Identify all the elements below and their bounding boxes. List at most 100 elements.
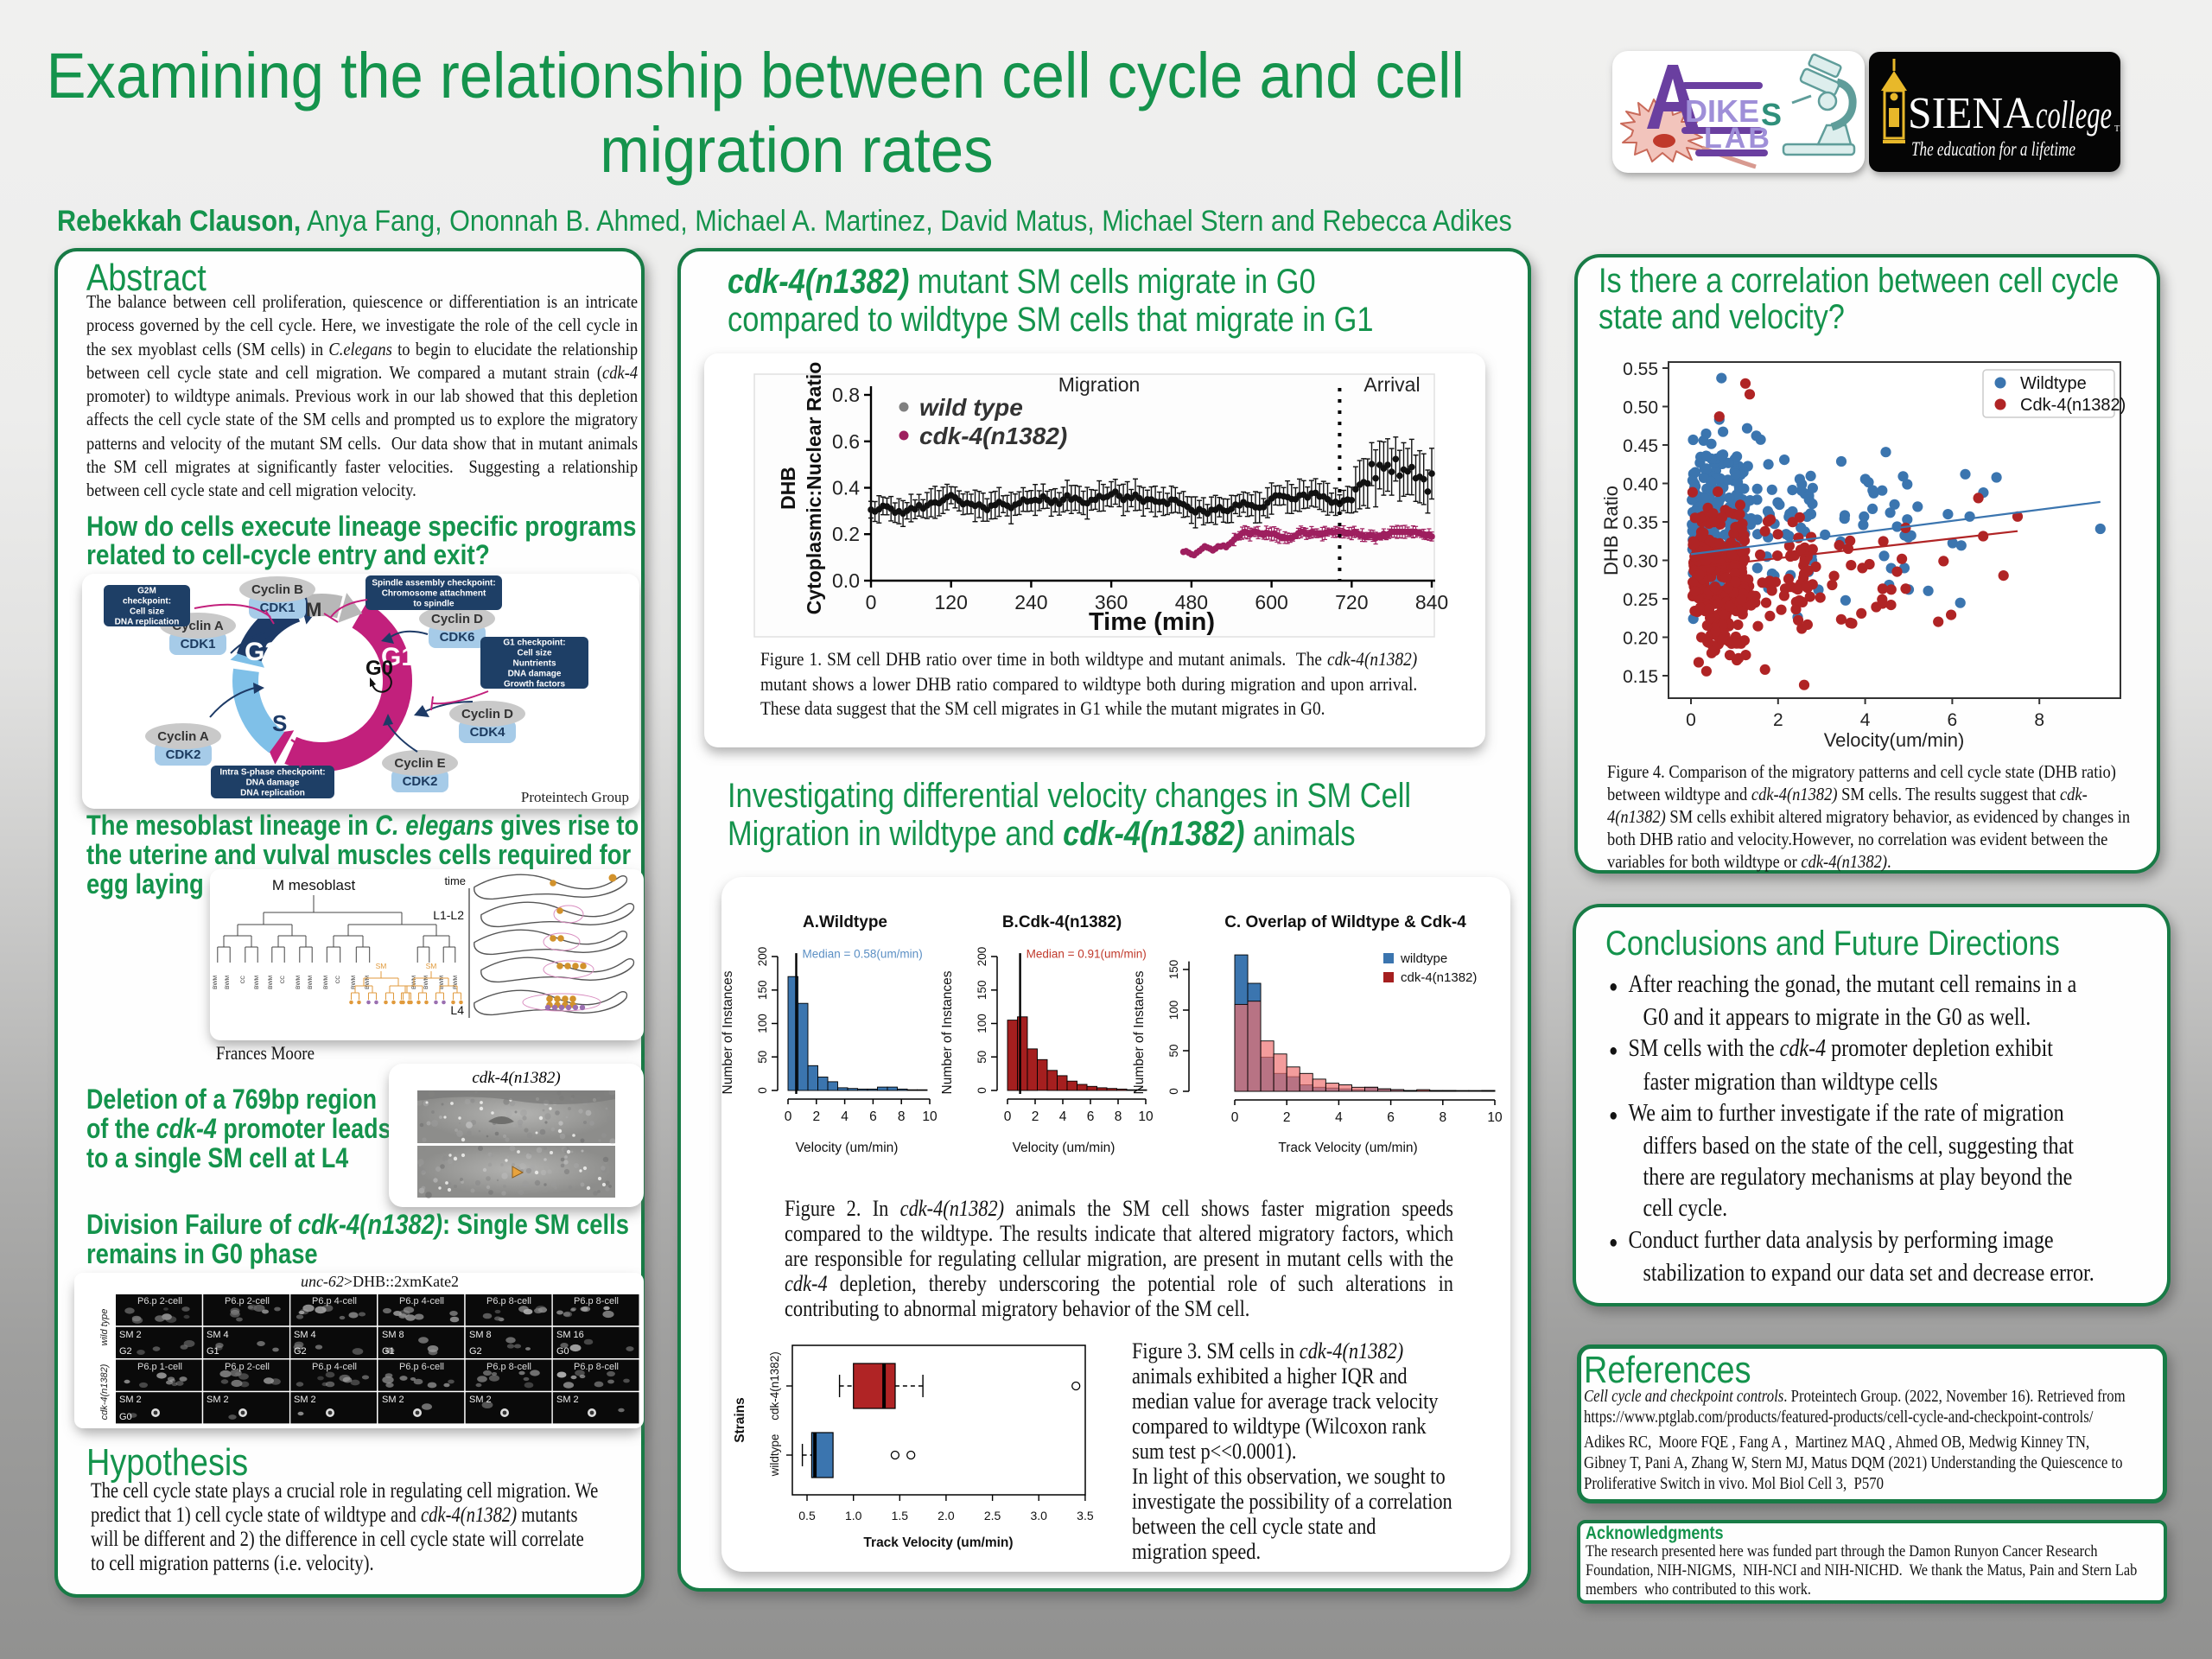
svg-text:cdk-4(n1382): cdk-4(n1382) bbox=[919, 423, 1067, 449]
svg-text:CC: CC bbox=[335, 976, 341, 984]
svg-text:Cdk-4(n1382): Cdk-4(n1382) bbox=[2020, 396, 2126, 415]
svg-text:G2: G2 bbox=[245, 638, 279, 666]
svg-text:840: 840 bbox=[1415, 591, 1448, 613]
svg-text:G0: G0 bbox=[556, 1346, 569, 1357]
svg-text:Number of Instances: Number of Instances bbox=[1132, 970, 1147, 1094]
svg-text:0.6: 0.6 bbox=[832, 430, 860, 453]
svg-text:A.Wildtype: A.Wildtype bbox=[803, 913, 887, 931]
svg-text:BWM: BWM bbox=[308, 976, 314, 989]
svg-text:L1-L2: L1-L2 bbox=[433, 908, 464, 922]
svg-text:BWM: BWM bbox=[213, 976, 219, 989]
svg-text:Median = 0.58(um/min): Median = 0.58(um/min) bbox=[803, 948, 923, 961]
svg-text:120: 120 bbox=[935, 591, 968, 613]
svg-text:240: 240 bbox=[1014, 591, 1047, 613]
svg-text:6: 6 bbox=[1387, 1110, 1395, 1125]
svg-text:BWM: BWM bbox=[453, 976, 459, 989]
svg-text:BWM: BWM bbox=[268, 976, 274, 989]
svg-text:DNA replication: DNA replication bbox=[115, 618, 180, 627]
svg-text:Strains: Strains bbox=[733, 1397, 747, 1443]
svg-text:Arrival: Arrival bbox=[1363, 373, 1420, 396]
svg-text:SM 4: SM 4 bbox=[207, 1330, 229, 1340]
svg-text:CDK1: CDK1 bbox=[260, 601, 296, 615]
svg-text:720: 720 bbox=[1335, 591, 1368, 613]
svg-text:Cyclin D: Cyclin D bbox=[461, 707, 513, 721]
svg-text:SM 16: SM 16 bbox=[556, 1330, 584, 1340]
svg-text:0.20: 0.20 bbox=[1623, 629, 1658, 649]
svg-text:Nuntrients: Nuntrients bbox=[513, 659, 556, 669]
svg-text:P6.p 4-cell: P6.p 4-cell bbox=[399, 1296, 444, 1306]
svg-text:P6.p 2-cell: P6.p 2-cell bbox=[137, 1296, 182, 1306]
svg-text:Cytoplasmic:Nuclear Ratio: Cytoplasmic:Nuclear Ratio bbox=[803, 362, 825, 615]
svg-text:BWM: BWM bbox=[254, 976, 260, 989]
svg-text:G0: G0 bbox=[119, 1412, 132, 1422]
svg-text:C. Overlap of Wildtype & Cdk-4: C. Overlap of Wildtype & Cdk-4 bbox=[1224, 913, 1466, 931]
svg-text:0.35: 0.35 bbox=[1623, 513, 1658, 533]
svg-text:360: 360 bbox=[1095, 591, 1128, 613]
svg-text:college: college bbox=[2036, 92, 2112, 137]
svg-text:Spindle assembly checkpoint:: Spindle assembly checkpoint: bbox=[372, 579, 495, 588]
svg-text:Growth factors: Growth factors bbox=[504, 680, 566, 690]
svg-text:600: 600 bbox=[1255, 591, 1287, 613]
svg-text:SM 2: SM 2 bbox=[119, 1330, 142, 1340]
svg-text:10: 10 bbox=[1138, 1109, 1154, 1124]
svg-text:0.25: 0.25 bbox=[1623, 590, 1658, 610]
svg-text:0.2: 0.2 bbox=[832, 523, 860, 545]
svg-text:P6.p 8-cell: P6.p 8-cell bbox=[486, 1362, 531, 1372]
svg-text:wildtype: wildtype bbox=[768, 1434, 781, 1478]
svg-text:S: S bbox=[272, 710, 287, 736]
svg-text:4: 4 bbox=[1860, 710, 1871, 730]
svg-text:0.8: 0.8 bbox=[832, 384, 860, 406]
svg-text:8: 8 bbox=[898, 1109, 906, 1124]
svg-text:8: 8 bbox=[1115, 1109, 1122, 1124]
svg-text:P6.p 8-cell: P6.p 8-cell bbox=[486, 1296, 531, 1306]
svg-text:to spindle: to spindle bbox=[413, 600, 454, 609]
svg-text:8: 8 bbox=[2034, 710, 2044, 730]
svg-text:BWM: BWM bbox=[365, 976, 371, 989]
svg-text:100: 100 bbox=[976, 1014, 988, 1033]
svg-text:wild type: wild type bbox=[99, 1309, 110, 1346]
svg-text:0: 0 bbox=[976, 1087, 988, 1094]
svg-text:Time (min): Time (min) bbox=[1089, 608, 1215, 636]
svg-text:wildtype: wildtype bbox=[1400, 951, 1447, 966]
svg-text:100: 100 bbox=[756, 1014, 769, 1033]
svg-text:6: 6 bbox=[1948, 710, 1958, 730]
svg-text:Intra S-phase checkpoint:: Intra S-phase checkpoint: bbox=[219, 768, 325, 778]
svg-text:SM: SM bbox=[376, 962, 387, 970]
svg-text:2: 2 bbox=[1032, 1109, 1039, 1124]
svg-text:G2: G2 bbox=[469, 1346, 482, 1357]
svg-text:3.0: 3.0 bbox=[1030, 1509, 1047, 1522]
svg-text:time: time bbox=[444, 874, 466, 887]
svg-text:0.40: 0.40 bbox=[1623, 475, 1658, 495]
svg-text:SM 2: SM 2 bbox=[207, 1395, 229, 1405]
svg-text:0: 0 bbox=[1686, 710, 1696, 730]
svg-text:SM 8: SM 8 bbox=[469, 1330, 492, 1340]
svg-text:0.50: 0.50 bbox=[1623, 398, 1658, 418]
svg-text:SM 4: SM 4 bbox=[294, 1330, 316, 1340]
svg-text:50: 50 bbox=[1167, 1044, 1180, 1057]
svg-text:0.0: 0.0 bbox=[832, 569, 860, 592]
svg-text:0.15: 0.15 bbox=[1623, 667, 1658, 687]
svg-text:G1: G1 bbox=[207, 1346, 219, 1357]
svg-text:M mesoblast: M mesoblast bbox=[272, 877, 356, 893]
svg-text:CC: CC bbox=[240, 976, 246, 984]
svg-text:2: 2 bbox=[1283, 1110, 1291, 1125]
svg-text:CDK2: CDK2 bbox=[403, 774, 438, 789]
svg-text:B.Cdk-4(n1382): B.Cdk-4(n1382) bbox=[1002, 913, 1122, 931]
svg-text:200: 200 bbox=[976, 947, 988, 967]
svg-text:LAB: LAB bbox=[1704, 122, 1772, 155]
svg-text:150: 150 bbox=[1167, 960, 1180, 980]
svg-text:Track Velocity (um/min): Track Velocity (um/min) bbox=[1278, 1141, 1417, 1155]
svg-text:0: 0 bbox=[866, 591, 877, 613]
svg-text:1.0: 1.0 bbox=[845, 1509, 862, 1522]
svg-text:BWM: BWM bbox=[323, 976, 329, 989]
svg-text:M: M bbox=[306, 599, 321, 620]
svg-text:checkpoint:: checkpoint: bbox=[123, 597, 171, 607]
svg-text:G1: G1 bbox=[381, 643, 416, 671]
svg-text:Cyclin D: Cyclin D bbox=[431, 612, 483, 626]
svg-text:Velocity(um/min): Velocity(um/min) bbox=[1824, 729, 1965, 751]
svg-text:Median = 0.91(um/min): Median = 0.91(um/min) bbox=[1027, 948, 1147, 961]
svg-text:Wildtype: Wildtype bbox=[2020, 374, 2087, 393]
svg-text:6: 6 bbox=[869, 1109, 877, 1124]
svg-text:G2: G2 bbox=[119, 1346, 132, 1357]
svg-text:6: 6 bbox=[1087, 1109, 1095, 1124]
